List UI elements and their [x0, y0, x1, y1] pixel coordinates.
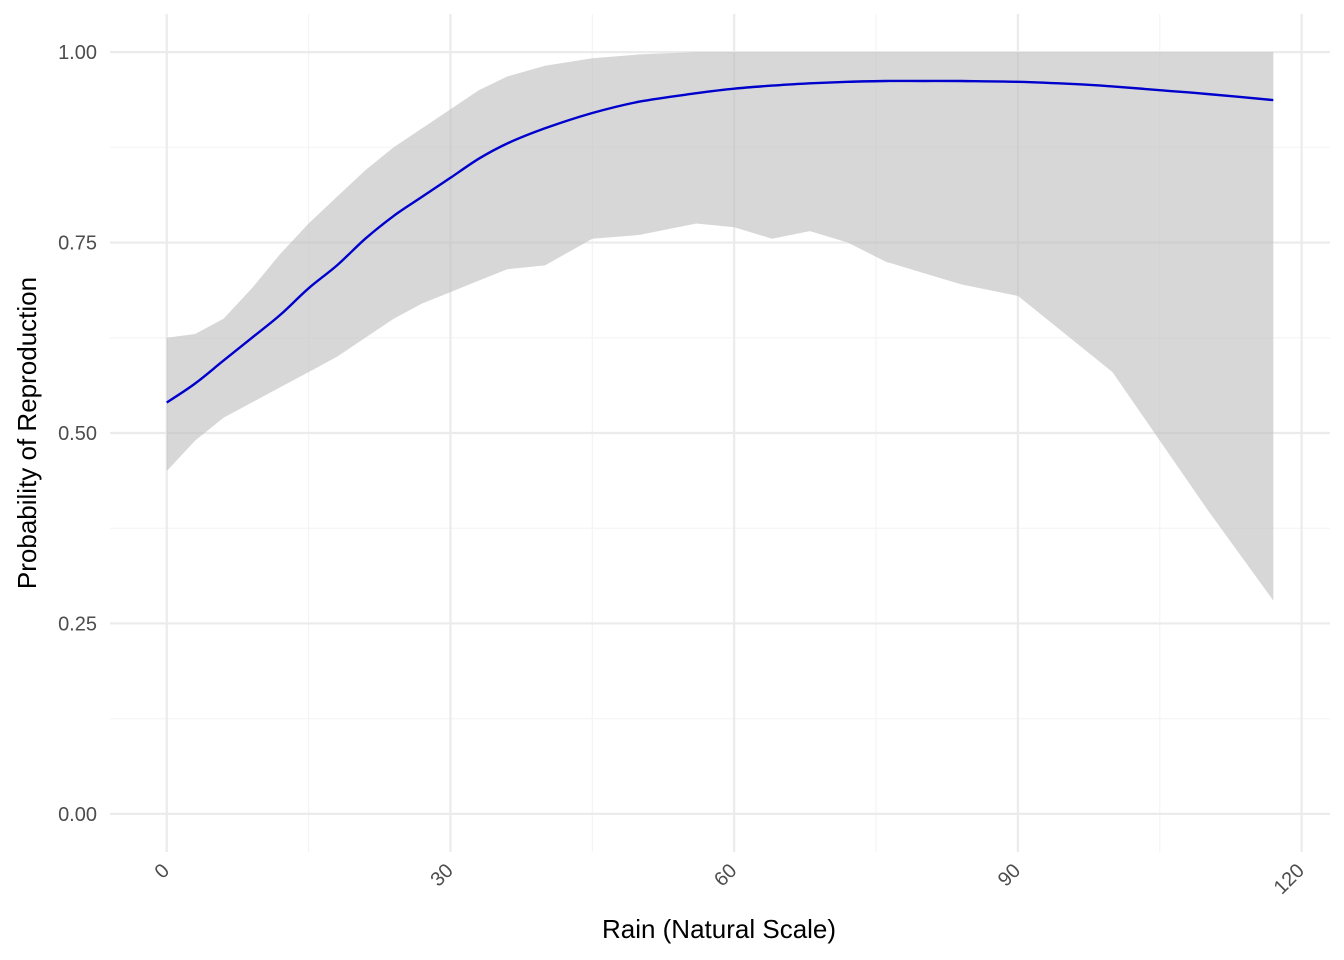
- x-tick-label: 120: [1270, 860, 1309, 899]
- line-layer: [166, 79, 1274, 404]
- x-tick-label: 60: [710, 860, 741, 891]
- confidence-band-layer: [166, 52, 1274, 601]
- y-tick-label: 0.25: [58, 613, 97, 635]
- y-axis-title: Probability of Reproduction: [12, 277, 42, 589]
- x-tick-label: 0: [151, 860, 174, 883]
- y-tick-label: 0.75: [58, 233, 97, 255]
- y-tick-label: 0.50: [58, 423, 97, 445]
- x-axis-title: Rain (Natural Scale): [602, 914, 836, 944]
- y-tick-label: 0.00: [58, 804, 97, 826]
- y-tick-label: 1.00: [58, 42, 97, 64]
- fitted-probability-line: [166, 79, 1274, 404]
- x-tick-label: 90: [994, 860, 1025, 891]
- confidence-band: [166, 52, 1274, 601]
- x-tick-label: 30: [426, 860, 457, 891]
